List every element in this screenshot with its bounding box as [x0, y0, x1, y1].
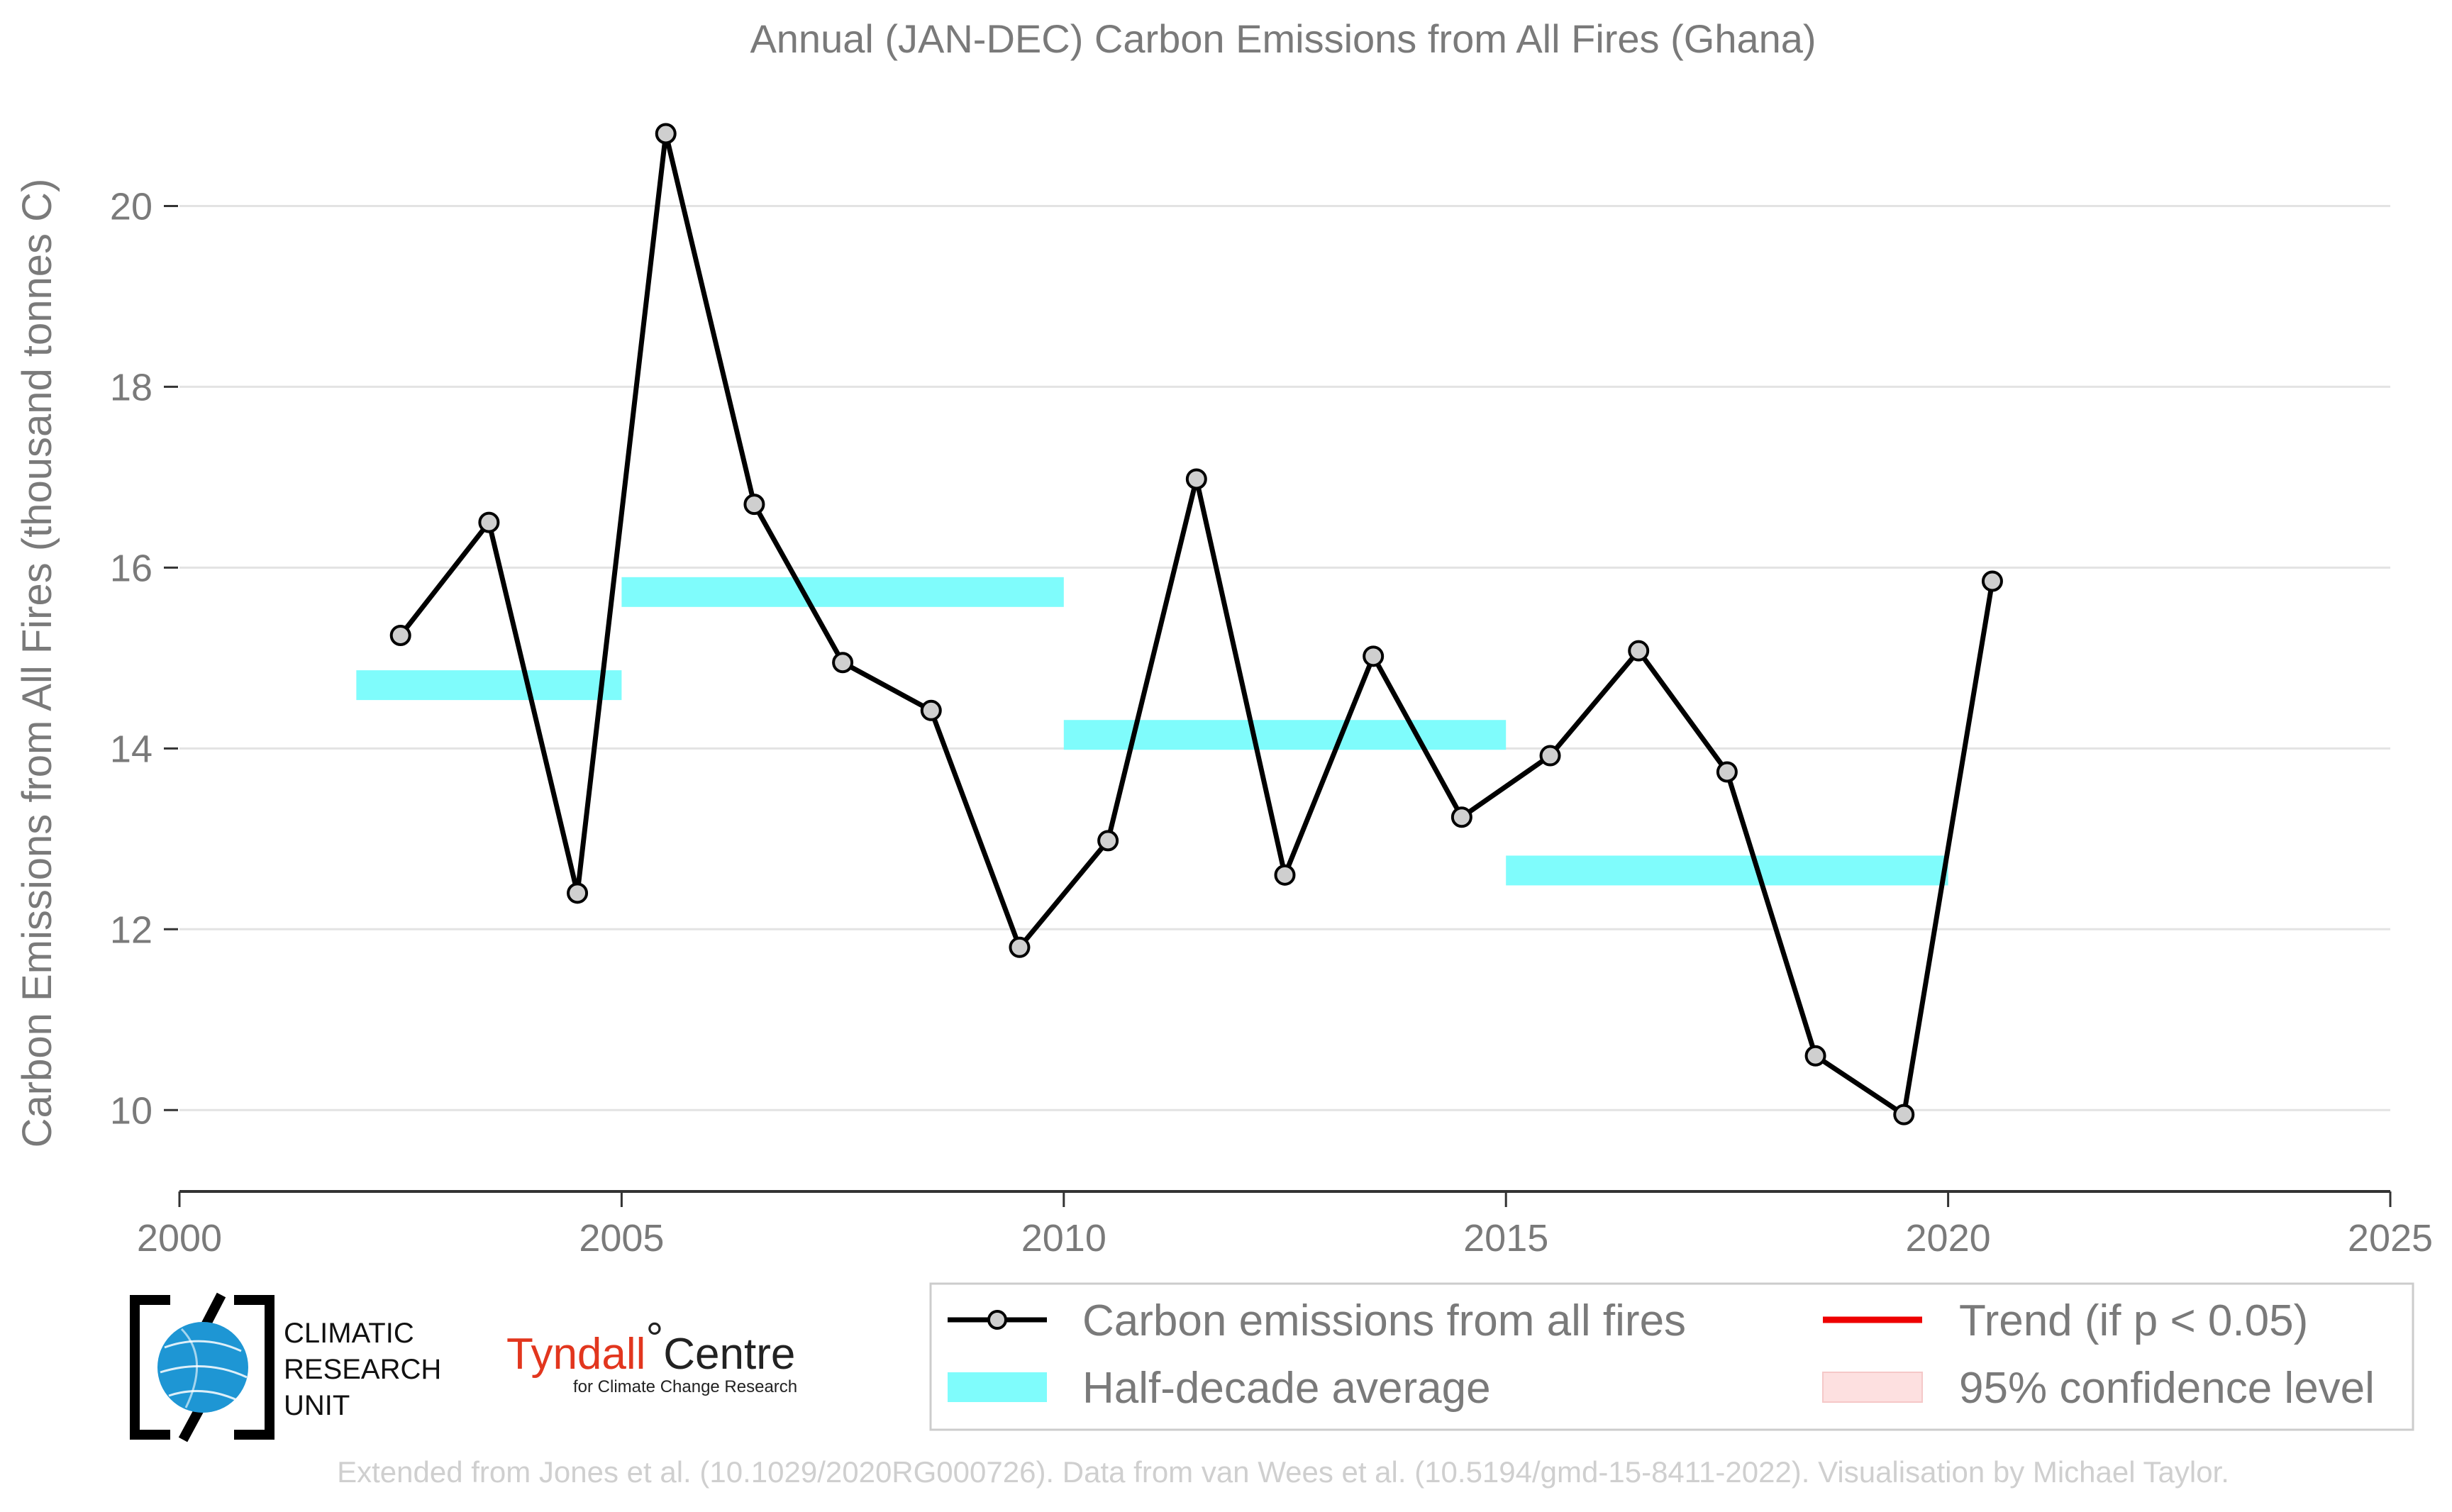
data-point [1804, 1045, 1826, 1067]
y-tick-label: 18 [110, 366, 152, 408]
tyndall-logo-degree: ° [645, 1314, 663, 1363]
data-point [478, 511, 500, 533]
legend: Carbon emissions from all fires Trend (i… [929, 1282, 2414, 1431]
y-tick-label: 14 [110, 728, 152, 770]
cru-logo-line1: CLIMATIC [284, 1318, 414, 1349]
cru-logo: CLIMATIC RESEARCH UNIT [130, 1292, 441, 1442]
x-tick-label: 2005 [579, 1217, 664, 1260]
data-point [1185, 468, 1207, 490]
x-tick-label: 2010 [1021, 1217, 1106, 1260]
x-tick-label: 2015 [1463, 1217, 1548, 1260]
legend-label-trend: Trend (if p < 0.05) [1959, 1296, 2308, 1345]
x-tick-label: 2025 [2348, 1217, 2433, 1260]
data-point [1716, 761, 1738, 783]
y-tick-label: 20 [110, 185, 152, 228]
x-axis: 2000 2005 2010 2015 2020 2025 [137, 1190, 2433, 1260]
y-tick-label: 12 [110, 908, 152, 951]
y-axis-label: Carbon Emissions from All Fires (thousan… [14, 179, 60, 1148]
cru-logo-line3: UNIT [284, 1390, 350, 1421]
data-point [1363, 645, 1385, 667]
half-decade-average-bands [356, 577, 1948, 886]
y-tick-label: 10 [110, 1089, 152, 1132]
legend-item-emissions: Carbon emissions from all fires [948, 1296, 1686, 1345]
svg-text:Tyndall°Centre: Tyndall°Centre [506, 1314, 795, 1379]
data-point [1893, 1104, 1915, 1125]
half-decade-average-bar [1506, 855, 1948, 886]
series-line [398, 130, 1995, 1118]
tyndall-logo: Tyndall°Centre for Climate Change Resear… [506, 1314, 797, 1396]
data-point [1539, 745, 1561, 767]
data-point [832, 652, 854, 674]
legend-frame [929, 1282, 2414, 1431]
data-point [1628, 640, 1650, 662]
emissions-series [389, 123, 2003, 1125]
data-point [920, 699, 942, 721]
half-decade-average-bar [356, 670, 622, 701]
cru-logo-line2: RESEARCH [284, 1354, 441, 1385]
data-point [1981, 570, 2003, 592]
legend-item-half-decade: Half-decade average [948, 1364, 1491, 1413]
data-point [567, 882, 589, 904]
tyndall-logo-main: Tyndall [506, 1330, 645, 1379]
legend-item-trend: Trend (if p < 0.05) [1823, 1296, 2308, 1345]
data-point [1097, 830, 1119, 852]
y-tick-label: 16 [110, 547, 152, 589]
y-axis-ticks: 10 12 14 16 18 20 [110, 185, 178, 1132]
data-point [1009, 936, 1031, 958]
x-tick-label: 2020 [1906, 1217, 1991, 1260]
legend-label-half-decade: Half-decade average [1082, 1364, 1491, 1413]
tyndall-logo-centre: Centre [663, 1330, 795, 1379]
data-point [655, 123, 677, 145]
legend-label-emissions: Carbon emissions from all fires [1082, 1296, 1686, 1345]
cru-logo-mark [130, 1292, 274, 1442]
gridlines [179, 204, 2390, 1111]
chart-title: Annual (JAN-DEC) Carbon Emissions from A… [750, 16, 1816, 61]
data-point [1450, 806, 1472, 828]
x-tick-label: 2000 [137, 1217, 222, 1260]
data-point [743, 494, 765, 516]
half-decade-average-bar [621, 577, 1064, 607]
legend-item-confidence: 95% confidence level [1822, 1364, 2375, 1413]
data-point [1274, 864, 1296, 886]
tyndall-logo-subtitle: for Climate Change Research [573, 1377, 797, 1396]
legend-label-confidence: 95% confidence level [1959, 1364, 2375, 1413]
credit-text: Extended from Jones et al. (10.1029/2020… [337, 1455, 2229, 1489]
data-point [389, 625, 411, 646]
